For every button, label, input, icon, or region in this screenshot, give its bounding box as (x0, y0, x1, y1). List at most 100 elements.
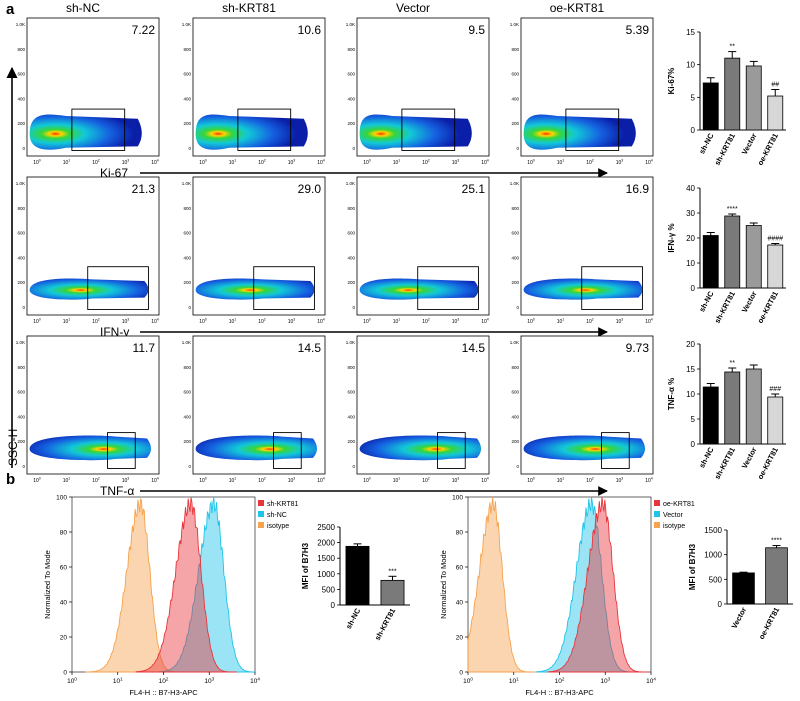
y-tick-label: 800 (183, 47, 191, 52)
y-tick-label: 200 (511, 121, 519, 126)
y-tick-label: 0 (352, 305, 355, 310)
ssc-axis-label: SSC-H (6, 429, 20, 466)
y-tick-label: 5 (691, 93, 696, 102)
gate-box (71, 108, 126, 151)
category-label: oe-KRT81 (757, 606, 781, 641)
density-cloud (359, 278, 479, 300)
y-tick-label: 400 (17, 255, 25, 260)
x-tick-label: 104 (645, 318, 653, 326)
density-cloud (359, 114, 472, 150)
x-tick-label: 100 (363, 318, 371, 326)
x-tick-label: 103 (452, 159, 460, 167)
y-axis-label: IFN-γ % (667, 223, 676, 252)
column-header: oe-KRT81 (550, 1, 605, 15)
y-tick-label: 0 (188, 305, 191, 310)
legend-label: oe-KRT81 (663, 501, 695, 508)
flow-plot: 5.39 1.0K 800 600 400 200 0 100 101 102 103 104 (510, 17, 654, 167)
category-label: Vector (740, 290, 759, 315)
legend-swatch (258, 511, 264, 517)
y-tick-label: 0 (691, 126, 696, 135)
x-tick-label: 100 (199, 477, 207, 485)
bar (767, 95, 784, 131)
y-tick-label: 0 (22, 305, 25, 310)
y-tick-label: 200 (347, 439, 355, 444)
bar (732, 572, 755, 605)
flow-plot: 9.5 1.0K 800 600 400 200 0 100 101 102 103 104 (346, 17, 490, 167)
x-tick-label: 101 (229, 159, 237, 167)
y-tick-label: 1.0K (346, 181, 355, 186)
y-tick-label: 0 (22, 464, 25, 469)
y-tick-label: 1.0K (182, 22, 191, 27)
y-tick-label: 800 (511, 47, 519, 52)
gate-percent: 9.73 (626, 341, 650, 355)
y-tick-label: 800 (17, 206, 25, 211)
y-tick-label: 200 (183, 280, 191, 285)
x-tick-label: 104 (645, 477, 653, 485)
x-tick-label: 102 (92, 159, 100, 167)
bar-chart: 0 500 1000 1500 2000 2500 MFI of B7H3 sh-NC *** s… (301, 523, 410, 642)
y-tick-label: 30 (686, 209, 695, 218)
x-tick-label: 103 (122, 159, 130, 167)
marker-label: TNF-α (100, 484, 134, 498)
y-tick-label: 600 (511, 72, 519, 77)
y-tick-label: 400 (511, 414, 519, 419)
gate-percent: 21.3 (132, 182, 156, 196)
x-tick-label: 103 (288, 318, 296, 326)
density-cloud (195, 114, 308, 150)
x-tick-label: 104 (151, 318, 159, 326)
y-tick-label: 800 (347, 206, 355, 211)
y-tick-label: 0 (516, 464, 519, 469)
y-tick-label: 400 (183, 255, 191, 260)
y-tick-label: 0 (718, 600, 723, 609)
x-tick-label: 100 (363, 159, 371, 167)
category-label: sh-NC (697, 445, 716, 469)
x-tick-label: 100 (527, 159, 535, 167)
category-label: sh-NC (697, 289, 716, 313)
y-tick-label: 800 (347, 365, 355, 370)
x-tick-label: 104 (250, 677, 260, 686)
bar (745, 368, 762, 445)
y-tick-label: 40 (686, 184, 695, 193)
y-axis-label: Normalized To Mode (43, 550, 52, 619)
x-tick-label: 103 (122, 318, 130, 326)
y-tick-label: 600 (183, 390, 191, 395)
x-tick-label: 101 (393, 477, 401, 485)
y-axis-label: MFI of B7H3 (688, 543, 697, 590)
category-label: sh-KRT81 (713, 290, 737, 325)
density-cloud (359, 435, 482, 461)
gate-box (107, 432, 136, 469)
x-tick-label: 100 (33, 159, 41, 167)
x-tick-label: 102 (258, 477, 266, 485)
category-label: oe-KRT81 (756, 446, 780, 481)
gate-percent: 10.6 (298, 23, 322, 37)
x-tick-label: 104 (646, 677, 656, 686)
y-tick-label: 400 (183, 96, 191, 101)
y-tick-label: 1000 (704, 551, 722, 560)
y-tick-label: 0 (691, 440, 696, 449)
category-label: Vector (730, 606, 749, 631)
x-tick-label: 100 (463, 677, 473, 686)
histogram-curve (158, 496, 256, 673)
x-tick-label: 101 (393, 159, 401, 167)
y-tick-label: 200 (17, 280, 25, 285)
y-tick-label: 400 (17, 96, 25, 101)
bar (745, 225, 762, 289)
x-tick-label: 104 (317, 318, 325, 326)
y-tick-label: 0 (459, 670, 463, 677)
legend-label: isotype (663, 523, 685, 530)
y-tick-label: 1500 (317, 554, 335, 563)
bar (745, 65, 762, 131)
x-tick-label: 101 (557, 159, 565, 167)
significance-label: ## (771, 81, 779, 88)
y-tick-label: 600 (17, 390, 25, 395)
y-tick-label: 40 (456, 600, 464, 607)
flow-plot: 11.7 1.0K 800 600 400 200 0 100 101 102 103 104 (16, 335, 160, 484)
category-label: sh-KRT81 (713, 132, 737, 167)
x-tick-label: 103 (616, 477, 624, 485)
legend-swatch (654, 511, 660, 517)
y-tick-label: 200 (511, 280, 519, 285)
y-tick-label: 20 (456, 635, 464, 642)
